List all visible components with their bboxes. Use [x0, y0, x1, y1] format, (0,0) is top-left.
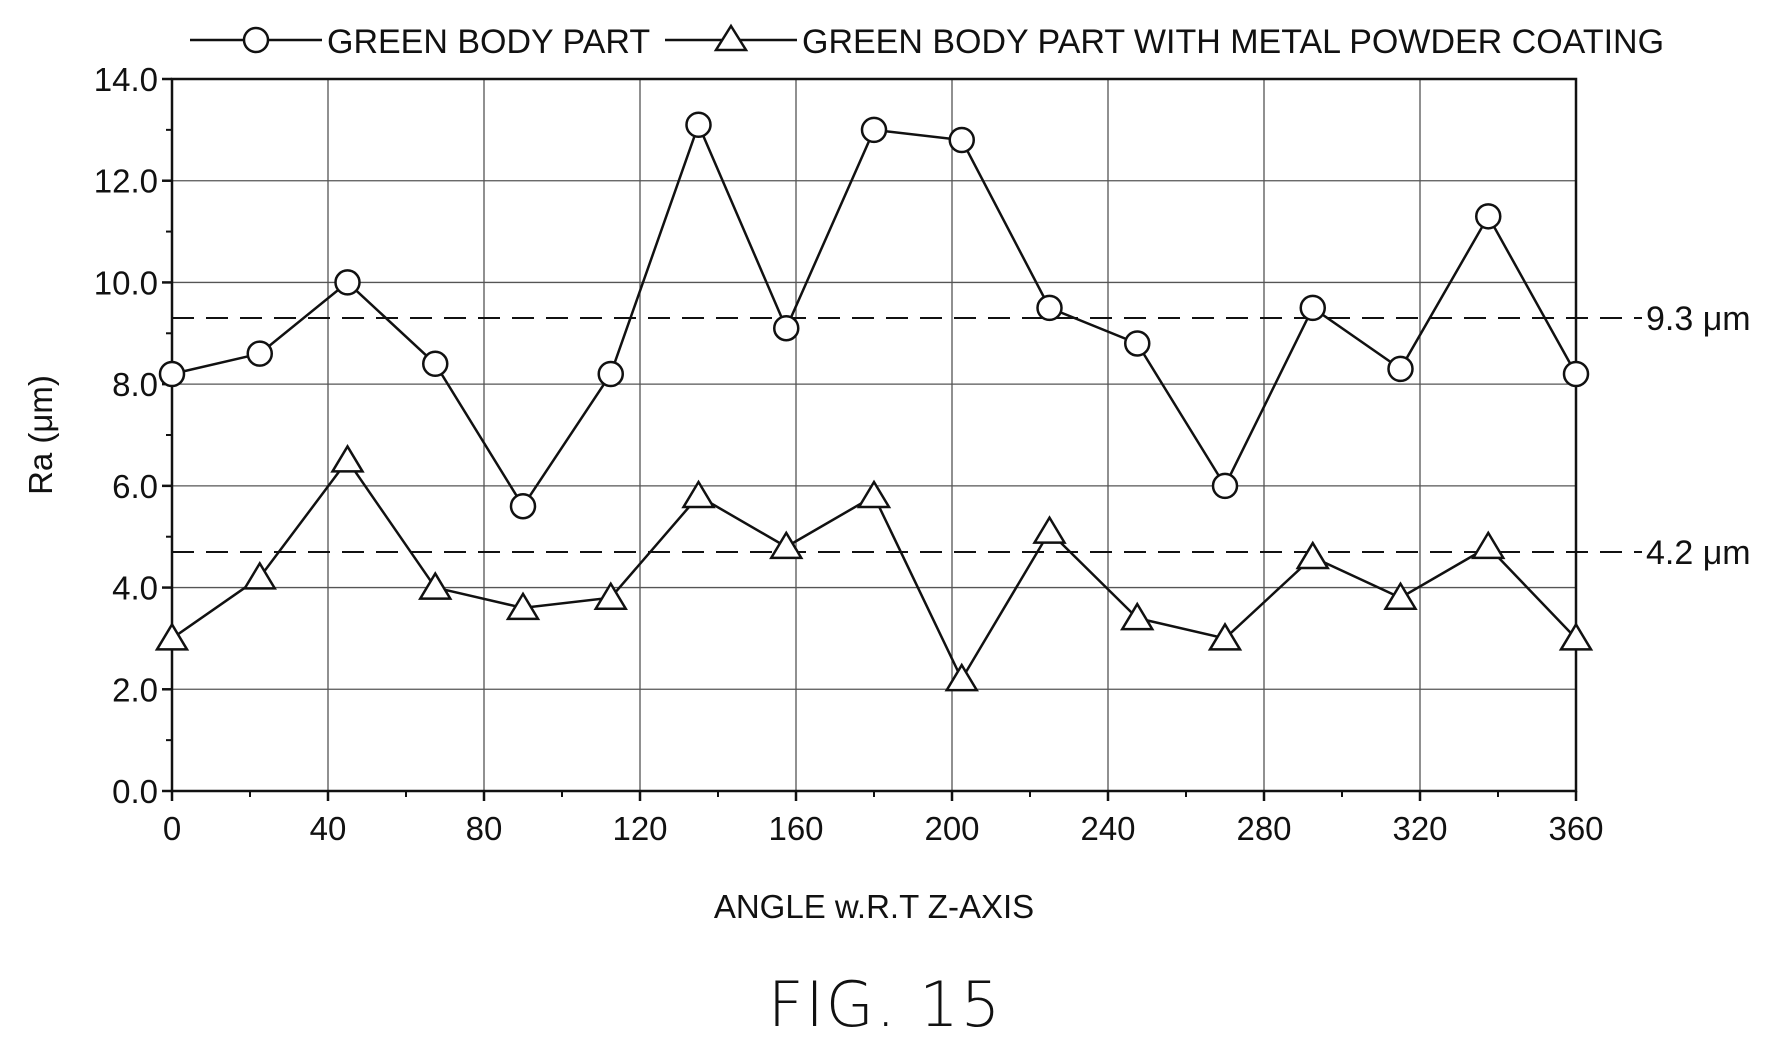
y-tick-label: 6.0: [112, 468, 158, 505]
data-point-triangle: [242, 560, 277, 590]
legend: GREEN BODY PART GREEN BODY PART WITH MET…: [190, 23, 1664, 61]
data-point-circle: [1036, 294, 1063, 322]
x-tick-label: 120: [612, 810, 667, 847]
x-axis-label: ANGLE w.R.T Z-AXIS: [714, 888, 1034, 925]
data-point-triangle: [593, 581, 628, 610]
data-point-triangle: [769, 530, 804, 560]
data-point-triangle: [1207, 621, 1243, 651]
x-tick-label: 160: [768, 810, 823, 847]
gridlines: [172, 79, 1576, 791]
axis-ticks: 0 40 80 120 160 200 240 280 320 360 0.0 2.0 4.0 6.0 8.…: [94, 61, 1604, 847]
x-tick-label: 280: [1236, 810, 1291, 847]
data-point-circle: [860, 116, 888, 144]
data-point-circle: [1211, 472, 1239, 500]
data-point-circle: [422, 350, 449, 378]
x-tick-label: 360: [1548, 810, 1603, 847]
data-point-circle: [1562, 360, 1590, 388]
reference-lines: 9.3 μm 4.2 μm: [172, 300, 1751, 572]
data-point-triangle: [1295, 540, 1330, 570]
data-point-triangle: [856, 479, 892, 509]
data-point-circle: [1475, 203, 1502, 230]
y-axis-label: Ra (μm): [22, 375, 59, 495]
data-point-circle: [509, 492, 537, 520]
x-tick-label: 40: [310, 810, 347, 847]
data-point-triangle: [154, 621, 190, 651]
legend-label-green-body-part: GREEN BODY PART: [327, 23, 650, 61]
plot-frame: [170, 77, 1578, 793]
reference-line-label: 4.2 μm: [1646, 534, 1751, 572]
legend-label-coated-part: GREEN BODY PART WITH METAL POWDER COATIN…: [802, 23, 1664, 61]
y-tick-label: 0.0: [112, 773, 158, 810]
legend-triangle-marker-icon: [713, 23, 749, 52]
reference-line-label: 9.3 μm: [1646, 300, 1751, 338]
data-point-triangle: [505, 591, 541, 621]
y-tick-label: 4.0: [112, 570, 158, 607]
y-tick-label: 2.0: [112, 671, 158, 708]
data-point-circle: [1124, 330, 1151, 357]
data-point-circle: [773, 314, 800, 342]
data-point-circle: [948, 126, 975, 154]
y-tick-label: 8.0: [112, 366, 158, 403]
data-point-triangle: [944, 662, 979, 692]
x-tick-label: 200: [924, 810, 979, 847]
data-point-triangle: [1120, 601, 1155, 631]
y-tick-label: 14.0: [94, 61, 158, 98]
y-tick-label: 10.0: [94, 264, 158, 301]
data-point-triangle: [1032, 515, 1067, 544]
x-tick-label: 80: [466, 810, 503, 847]
figure-label: FIG. 15: [768, 968, 1002, 1041]
legend-circle-marker-icon: [242, 26, 270, 54]
data-point-circle: [1387, 355, 1414, 383]
series-line-green-body-part: [171, 121, 1578, 509]
data-point-circle: [158, 360, 186, 388]
data-point-triangle: [330, 443, 365, 473]
x-tick-label: 320: [1392, 810, 1447, 847]
data-point-triangle: [1383, 581, 1418, 610]
x-tick-label: 0: [163, 810, 181, 847]
data-point-circle: [334, 269, 361, 296]
data-point-triangle: [1471, 530, 1506, 560]
data-point-triangle: [418, 571, 453, 600]
data-point-circle: [1299, 294, 1326, 322]
data-point-circle: [246, 340, 273, 367]
data-point-circle: [597, 360, 624, 388]
data-series: [154, 111, 1594, 692]
y-tick-label: 12.0: [94, 163, 158, 200]
x-tick-label: 240: [1080, 810, 1135, 847]
data-point-circle: [685, 111, 712, 139]
data-point-triangle: [1558, 621, 1594, 651]
data-point-triangle: [681, 479, 716, 509]
